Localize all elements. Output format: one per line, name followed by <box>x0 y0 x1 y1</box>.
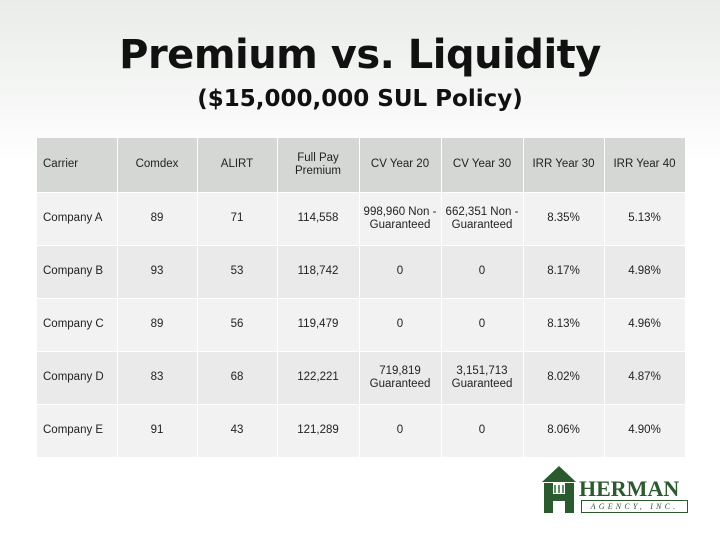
cell-carrier: Company D <box>37 350 118 404</box>
cell-cv-year-20: 998,960 Non -Guaranteed <box>359 191 442 245</box>
column-header-cv-year-30: CV Year 30 <box>441 138 524 192</box>
table-row: Company A 89 71 114,558 998,960 Non -Gua… <box>37 191 686 245</box>
column-header-irr-year-30: IRR Year 30 <box>523 138 605 192</box>
cell-premium: 121,289 <box>277 403 360 457</box>
column-header-carrier: Carrier <box>37 138 118 192</box>
cell-irr-year-40: 4.98% <box>604 244 686 298</box>
cell-comdex: 91 <box>117 403 198 457</box>
cell-alirt: 71 <box>197 191 278 245</box>
cell-premium: 119,479 <box>277 297 360 351</box>
cell-cv-year-20: 0 <box>359 244 442 298</box>
cell-irr-year-40: 5.13% <box>604 191 686 245</box>
cell-cv-year-30: 0 <box>441 403 524 457</box>
table-row: Company D 83 68 122,221 719,819 Guarante… <box>37 350 686 404</box>
cell-alirt: 56 <box>197 297 278 351</box>
cell-irr-year-40: 4.87% <box>604 350 686 404</box>
cell-irr-year-30: 8.35% <box>523 191 605 245</box>
cell-premium: 118,742 <box>277 244 360 298</box>
herman-agency-logo: HERMAN AGENCY, INC. <box>539 464 689 516</box>
cell-alirt: 43 <box>197 403 278 457</box>
cell-irr-year-40: 4.96% <box>604 297 686 351</box>
page-subtitle: ($15,000,000 SUL Policy) <box>197 86 523 112</box>
cell-cv-year-30: 0 <box>441 244 524 298</box>
column-header-full-pay-premium: Full Pay Premium <box>277 138 360 192</box>
comparison-table: Carrier Comdex ALIRT Full Pay Premium CV… <box>37 138 686 457</box>
logo-subtitle: AGENCY, INC. <box>581 500 688 513</box>
cell-comdex: 93 <box>117 244 198 298</box>
column-header-cv-year-20: CV Year 20 <box>359 138 442 192</box>
table-row: Company E 91 43 121,289 0 0 8.06% 4.90% <box>37 403 686 457</box>
cell-carrier: Company E <box>37 403 118 457</box>
cell-comdex: 83 <box>117 350 198 404</box>
cell-cv-year-20: 0 <box>359 403 442 457</box>
cell-irr-year-30: 8.02% <box>523 350 605 404</box>
column-header-irr-year-40: IRR Year 40 <box>604 138 686 192</box>
cell-cv-year-20: 719,819 Guaranteed <box>359 350 442 404</box>
cell-cv-year-20: 0 <box>359 297 442 351</box>
table-row: Company C 89 56 119,479 0 0 8.13% 4.96% <box>37 297 686 351</box>
cell-cv-year-30: 662,351 Non -Guaranteed <box>441 191 524 245</box>
page-title: Premium vs. Liquidity <box>119 32 601 78</box>
table-row: Company B 93 53 118,742 0 0 8.17% 4.98% <box>37 244 686 298</box>
cell-cv-year-30: 0 <box>441 297 524 351</box>
cell-irr-year-30: 8.13% <box>523 297 605 351</box>
cell-cv-year-30: 3,151,713 Guaranteed <box>441 350 524 404</box>
cell-carrier: Company B <box>37 244 118 298</box>
cell-irr-year-30: 8.06% <box>523 403 605 457</box>
house-emblem-icon <box>542 466 576 513</box>
column-header-comdex: Comdex <box>117 138 198 192</box>
cell-premium: 122,221 <box>277 350 360 404</box>
logo-wordmark: HERMAN <box>579 476 680 501</box>
cell-alirt: 68 <box>197 350 278 404</box>
cell-comdex: 89 <box>117 297 198 351</box>
table-header-row: Carrier Comdex ALIRT Full Pay Premium CV… <box>37 138 686 192</box>
cell-irr-year-30: 8.17% <box>523 244 605 298</box>
cell-carrier: Company A <box>37 191 118 245</box>
cell-comdex: 89 <box>117 191 198 245</box>
cell-irr-year-40: 4.90% <box>604 403 686 457</box>
column-header-alirt: ALIRT <box>197 138 278 192</box>
cell-premium: 114,558 <box>277 191 360 245</box>
cell-alirt: 53 <box>197 244 278 298</box>
cell-carrier: Company C <box>37 297 118 351</box>
